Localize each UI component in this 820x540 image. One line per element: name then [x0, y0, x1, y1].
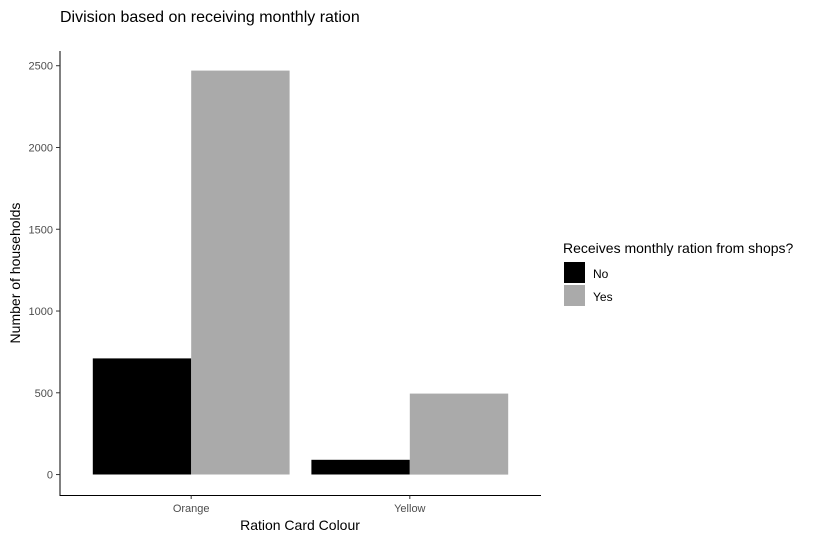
legend-title: Receives monthly ration from shops?	[563, 240, 794, 256]
bar-yellow-yes	[409, 393, 509, 475]
y-tick-label: 2000	[29, 142, 53, 154]
legend-label-yes: Yes	[593, 290, 613, 304]
x-ticks: Orange Yellow	[173, 495, 426, 515]
legend-swatch-no	[564, 262, 585, 283]
y-tick-label: 1000	[29, 306, 53, 318]
chart-title: Division based on receiving monthly rati…	[60, 9, 360, 26]
legend-swatch-yes	[564, 285, 585, 306]
bar-yellow-no	[311, 459, 410, 475]
y-tick-label: 1500	[29, 224, 53, 236]
bars	[92, 70, 509, 475]
x-tick-label: Yellow	[394, 503, 425, 515]
legend: Receives monthly ration from shops? No Ye…	[563, 240, 794, 306]
y-tick-label: 0	[47, 470, 53, 482]
y-axis-title: Number of households	[7, 203, 23, 344]
legend-items: No Yes	[564, 262, 613, 306]
y-tick-label: 2500	[29, 61, 53, 73]
bar-orange-no	[92, 358, 192, 475]
plot-area: 0 500 1000 1500 2000 2500 Orange Yellow	[29, 51, 541, 515]
x-tick-label: Orange	[173, 503, 210, 515]
y-tick-label: 500	[35, 388, 53, 400]
y-ticks: 0 500 1000 1500 2000 2500	[29, 61, 60, 482]
x-axis-title: Ration Card Colour	[240, 517, 360, 533]
legend-label-no: No	[593, 267, 609, 281]
bar-orange-yes	[191, 70, 290, 475]
